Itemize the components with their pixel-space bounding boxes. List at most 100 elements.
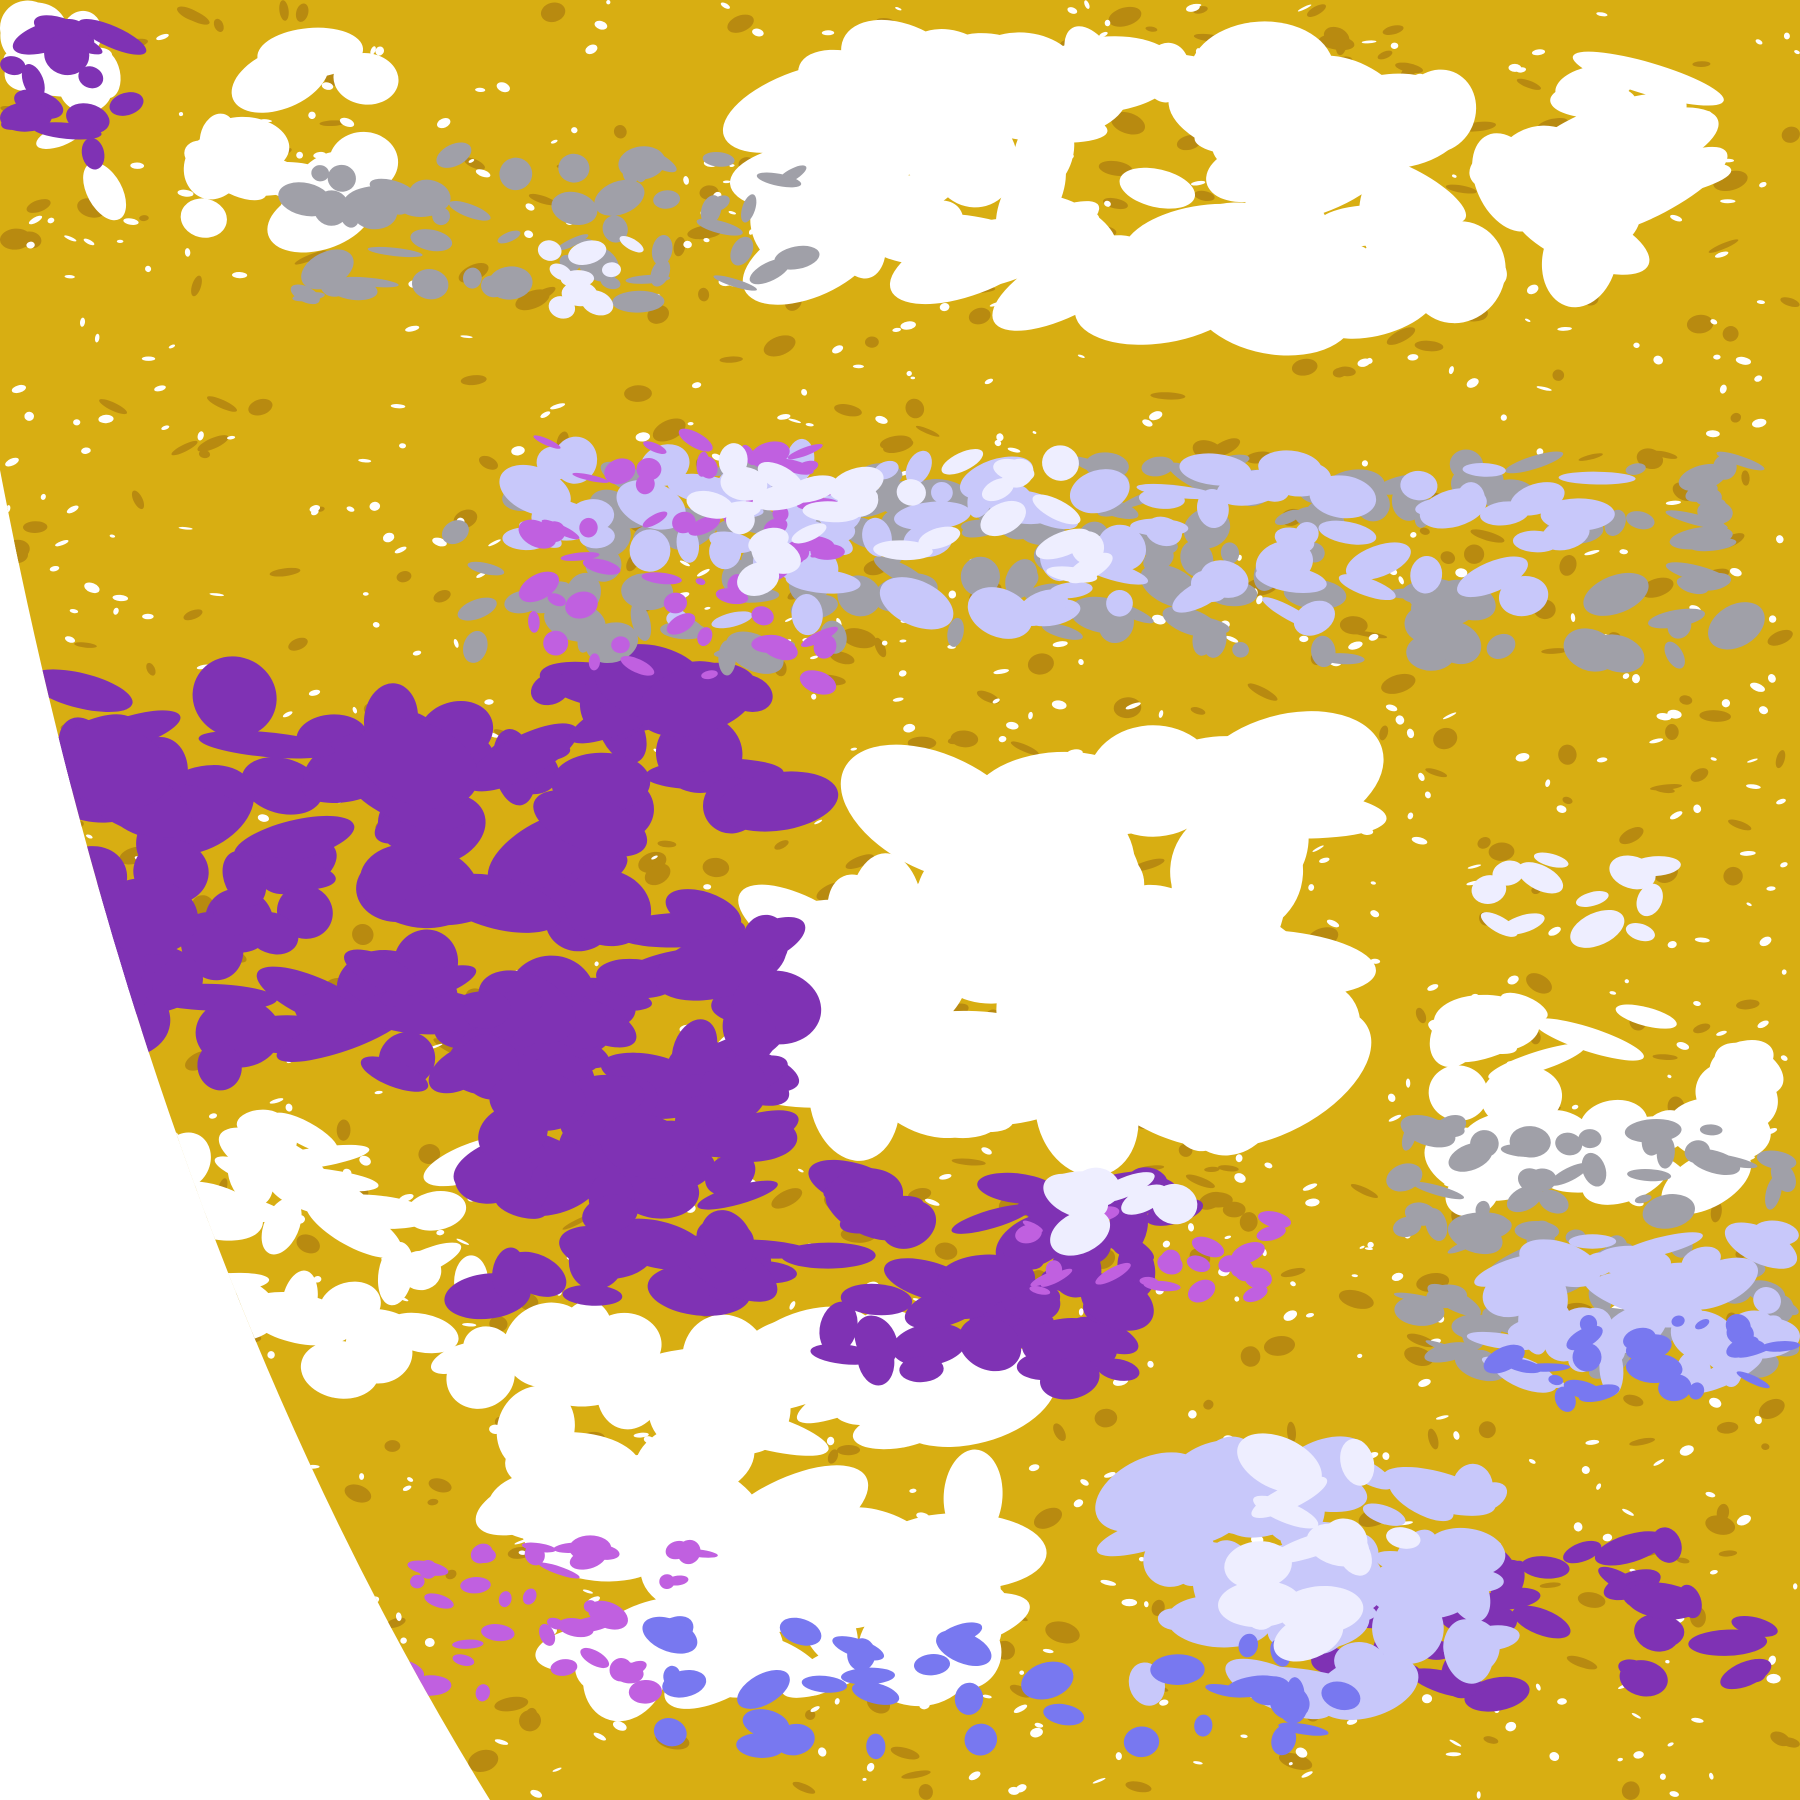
dark-gold-patch — [198, 450, 211, 459]
clear-speckle — [818, 257, 828, 266]
dark-gold-patch — [1098, 160, 1133, 176]
dark-gold-patch — [1332, 367, 1347, 378]
clear-speckle — [1444, 1183, 1458, 1188]
dark-gold-patch — [206, 396, 238, 412]
clear-speckle — [1587, 117, 1595, 123]
dark-gold-patch — [719, 356, 743, 363]
clear-speckle — [267, 1351, 275, 1359]
clear-speckle — [511, 446, 525, 456]
clear-speckle — [263, 153, 271, 158]
dark-gold-patch — [1350, 1183, 1378, 1199]
dark-gold-patch — [1526, 973, 1552, 994]
clear-sky-region — [1292, 55, 1409, 142]
clear-speckle — [817, 933, 822, 942]
clear-speckle — [1756, 300, 1765, 305]
clear-speckle — [593, 1732, 607, 1741]
dark-gold-patch — [1718, 1550, 1738, 1557]
clear-speckle — [958, 47, 970, 57]
clear-speckle — [991, 1416, 1004, 1423]
clear-speckle — [11, 384, 26, 394]
clear-speckle — [1201, 941, 1212, 950]
clear-speckle — [1500, 414, 1507, 421]
clear-speckle — [1679, 1445, 1694, 1456]
clear-speckle — [1418, 1378, 1431, 1387]
clear-speckle — [154, 385, 166, 392]
clear-speckle — [1386, 288, 1392, 296]
clear-speckle — [1584, 549, 1600, 556]
clear-speckle — [1691, 1717, 1704, 1723]
clear-speckle — [538, 1370, 552, 1381]
clear-speckle — [1549, 1751, 1560, 1762]
clear-speckle — [1326, 919, 1340, 928]
dark-gold-patch — [905, 398, 925, 419]
clear-sky-region — [83, 162, 127, 221]
clear-speckle — [123, 218, 139, 225]
clear-speckle — [1653, 1459, 1665, 1466]
dark-gold-patch — [99, 399, 128, 415]
clear-speckle — [862, 1777, 867, 1781]
dark-gold-patch — [1291, 358, 1318, 376]
dark-gold-patch — [248, 398, 273, 416]
clear-speckle — [1766, 1673, 1781, 1684]
clear-speckle — [550, 403, 566, 410]
clear-speckle — [594, 961, 599, 967]
clear-speckle — [1006, 721, 1019, 730]
clear-speckle — [683, 176, 689, 185]
clear-speckle — [525, 203, 535, 211]
dark-gold-patch — [427, 1498, 439, 1506]
clear-speckle — [1776, 798, 1786, 805]
clear-speckle — [1531, 49, 1546, 56]
clear-speckle — [1783, 32, 1790, 40]
clear-speckle — [1042, 1648, 1054, 1654]
clear-speckle — [83, 238, 95, 246]
dark-gold-patch — [1781, 126, 1800, 143]
dark-gold-patch — [1652, 1054, 1678, 1061]
clear-speckle — [1135, 50, 1145, 60]
clear-speckle — [1627, 100, 1642, 107]
clear-sky-region — [1156, 744, 1368, 810]
dark-gold-patch — [23, 521, 48, 534]
clear-speckle — [1367, 1241, 1374, 1248]
clear-speckle — [156, 33, 169, 41]
clear-speckle — [800, 221, 812, 227]
clear-speckle — [776, 1657, 788, 1665]
clear-speckle — [1557, 326, 1572, 331]
clear-speckle — [1524, 318, 1531, 322]
clear-speckle — [184, 248, 191, 257]
clear-speckle — [1653, 355, 1664, 365]
clear-speckle — [98, 414, 114, 424]
clear-speckle — [1212, 40, 1225, 47]
dark-gold-patch — [352, 924, 374, 945]
clear-speckle — [1463, 1175, 1477, 1185]
clear-speckle — [197, 431, 204, 441]
clear-speckle — [1407, 812, 1414, 820]
clear-speckle — [1759, 936, 1772, 947]
clear-speckle — [1667, 1742, 1674, 1747]
clear-speckle — [1368, 633, 1379, 641]
clear-speckle — [814, 819, 823, 825]
clear-speckle — [178, 526, 193, 530]
clear-speckle — [1043, 50, 1053, 60]
clear-speckle — [1240, 1734, 1248, 1738]
clear-speckle — [919, 1513, 928, 1520]
clear-sky-region — [800, 191, 853, 246]
clear-speckle — [339, 117, 355, 128]
clear-speckle — [1249, 42, 1256, 49]
clear-speckle — [903, 723, 916, 733]
clear-speckle — [1390, 42, 1399, 50]
dark-gold-patch — [269, 567, 301, 577]
clear-speckle — [49, 565, 60, 572]
clear-speckle — [1057, 133, 1067, 139]
clear-speckle — [1016, 995, 1032, 1005]
clear-sky-region — [941, 212, 1090, 290]
dark-gold-patch — [468, 1749, 499, 1773]
clear-speckle — [1197, 1097, 1213, 1107]
clear-speckle — [1747, 758, 1758, 763]
clear-speckle — [970, 939, 978, 948]
clear-sky-region — [1491, 125, 1597, 231]
clear-speckle — [1631, 1712, 1641, 1719]
clear-speckle — [1719, 384, 1727, 394]
dark-gold-patch — [177, 6, 204, 22]
dark-gold-patch — [883, 438, 914, 454]
clear-speckle — [1759, 181, 1767, 188]
